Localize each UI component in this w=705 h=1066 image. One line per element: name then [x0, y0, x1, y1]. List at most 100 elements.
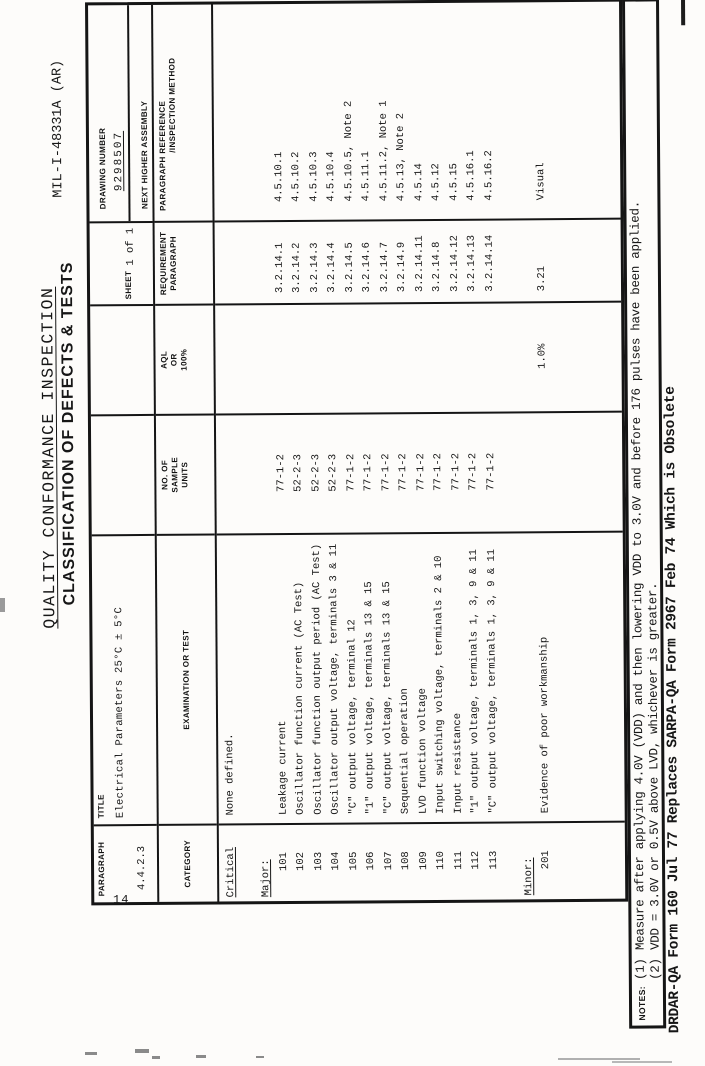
table-cell-aql	[324, 303, 342, 413]
scan-artifact	[681, 0, 686, 26]
table-cell-examination: Oscillator output voltage, terminals 3 &…	[327, 543, 342, 815]
table-cell-sample-units: 77-1-2	[379, 453, 392, 492]
aql-header-line3: 100%	[179, 348, 189, 371]
table-cell-sample-units: 77-1-2	[449, 452, 462, 491]
table-cell-requirement: 3.2.14.1	[273, 242, 286, 294]
drawing-number-label: DRAWING NUMBER	[97, 127, 108, 210]
table-cell-requirement: 3.2.14.13	[465, 234, 479, 292]
sample-units-column-header: NO. OF SAMPLE UNITS	[155, 413, 215, 534]
table-cell-aql	[237, 303, 255, 413]
table-cell-aql	[342, 303, 360, 413]
table-cell-aql	[482, 302, 500, 412]
table-cell-category: Critical	[224, 846, 238, 898]
table-cell-category: Minor:	[522, 857, 535, 896]
table-cell-aql	[219, 303, 237, 413]
table-cell-aql	[307, 303, 325, 413]
column-header-band: CATEGORY EXAMINATION OR TEST NO. OF SAMP…	[153, 4, 220, 902]
table-cell-reference: 4.5.16.1	[465, 150, 478, 201]
scan-artifact	[612, 1061, 672, 1063]
table-cell-aql	[447, 302, 465, 412]
table-cell-examination: Oscillator function current (AC Test)	[293, 581, 307, 815]
table-cell-examination: "1" output voltage, terminals 13 & 15	[363, 581, 377, 815]
sheet-label: SHEET	[123, 270, 133, 300]
notes-box: NOTES: (1)Measure after applying 4.0V (V…	[622, 0, 667, 1029]
table-cell-requirement: 3.2.14.5	[343, 242, 356, 293]
form-header-band: PARAGRAPH 4.4.2.3 TITLE Electrical Param…	[88, 4, 160, 903]
paragraph-label: PARAGRAPH	[96, 841, 107, 897]
page-number: 14	[113, 893, 130, 907]
scan-artifact	[558, 1058, 640, 1060]
table-cell-requirement: 3.21	[535, 265, 549, 292]
aql-column-header: AQL OR 100%	[155, 303, 214, 414]
note-number: (1)	[633, 958, 648, 981]
table-cell-category: 110	[434, 850, 448, 870]
table-cell-examination	[256, 533, 276, 823]
sheet-value: 1 of 1	[124, 227, 137, 266]
table-cell-reference	[497, 2, 516, 218]
table-cell-sample-units: 77-1-2	[397, 453, 410, 492]
table-cell-reference: 4.5.10.3	[307, 151, 320, 202]
table-cell-sample-units	[500, 411, 518, 531]
table-cell-examination: "C" output voltage, terminals 13 & 15	[380, 581, 395, 815]
title-cell: TITLE Electrical Parameters 25°C ± 5°C	[91, 533, 157, 825]
table-cell-examination: Leakage current	[276, 720, 290, 816]
table-cell-category: 105	[347, 851, 360, 871]
table-cell-sample-units	[255, 413, 273, 533]
drawing-number-cell: DRAWING NUMBER 9298507 NEXT HIGHER ASSEM…	[88, 5, 153, 222]
table-cell-sample-units: 77-1-2	[344, 453, 357, 492]
notes-label: NOTES:	[636, 985, 648, 1021]
form-title: CLASSIFICATION OF DEFECTS & TESTS	[58, 261, 79, 606]
table-cell-aql: 1.0%	[536, 343, 549, 369]
table-cell-reference	[217, 4, 236, 220]
title-value: Electrical Parameters 25°C ± 5°C	[113, 606, 127, 819]
table-cell-aql	[359, 302, 377, 412]
document-heading: QUALITY CONFORMANCE INSPECTION	[38, 286, 60, 629]
table-cell-sample-units: 77-1-2	[484, 452, 497, 491]
table-cell-examination: "C" output voltage, terminals 1, 3, 9 & …	[485, 548, 500, 814]
table-cell-requirement: 3.2.14.9	[395, 241, 409, 293]
table-cell-requirement: 3.2.14.4	[325, 242, 339, 293]
table-cell-sample-units: 77-1-2	[414, 453, 427, 492]
table-cell-examination	[238, 533, 258, 823]
sheet-cell: SHEET 1 of 1	[89, 220, 154, 305]
requirement-header-line2: PARAGRAPH	[168, 235, 179, 291]
table-cell-reference	[515, 2, 534, 218]
table-cell-requirement	[516, 218, 534, 301]
table-cell-requirement	[254, 220, 272, 303]
table-cell-reference: 4.5.16.2	[482, 150, 495, 201]
table-cell-aql	[289, 303, 307, 413]
table-cell-sample-units: 77-1-2	[274, 454, 287, 492]
table-cell-reference: 4.5.11.2, Note 1	[377, 100, 390, 202]
examination-header-label: EXAMINATION OR TEST	[181, 629, 192, 730]
reference-header-line2: /INSPECTION METHOD	[167, 57, 178, 153]
requirement-header-line1: REQUIREMENT	[158, 231, 169, 296]
table-cell-category	[240, 823, 258, 901]
table-cell-aql	[429, 302, 447, 412]
classification-table: PARAGRAPH 4.4.2.3 TITLE Electrical Param…	[85, 0, 629, 906]
table-cell-reference	[252, 4, 271, 220]
next-higher-assembly-label: NEXT HIGHER ASSEMBLY	[139, 100, 150, 210]
category-header-label: CATEGORY	[182, 839, 193, 888]
table-cell-examination: None defined.	[224, 733, 237, 816]
drawing-number-value: 9298507	[112, 130, 126, 192]
table-cell-examination	[518, 531, 538, 821]
table-cell-aql	[254, 303, 272, 413]
table-cell-requirement: 3.2.14.8	[430, 241, 444, 292]
table-cell-requirement	[499, 218, 517, 301]
table-cell-aql	[377, 302, 395, 412]
table-cell-aql	[499, 301, 517, 411]
sample-header-line1: NO. OF	[160, 459, 170, 490]
scan-artifact	[85, 1052, 97, 1055]
table-cell-category: 101	[277, 852, 290, 872]
table-cell-examination	[501, 531, 521, 821]
table-cell-reference: Visual	[535, 162, 548, 201]
table-cell-aql	[464, 302, 482, 412]
table-cell-examination: Input switching voltage, terminals 2 & 1…	[432, 555, 447, 814]
table-cell-reference: 4.5.10.5, Note 2	[342, 100, 355, 202]
paragraph-value: 4.4.2.3	[135, 845, 149, 891]
table-cell-category: 111	[452, 850, 465, 870]
table-cell-sample-units	[517, 411, 535, 531]
table-cell-category: 201	[539, 850, 553, 870]
scan-artifact	[152, 1056, 160, 1059]
